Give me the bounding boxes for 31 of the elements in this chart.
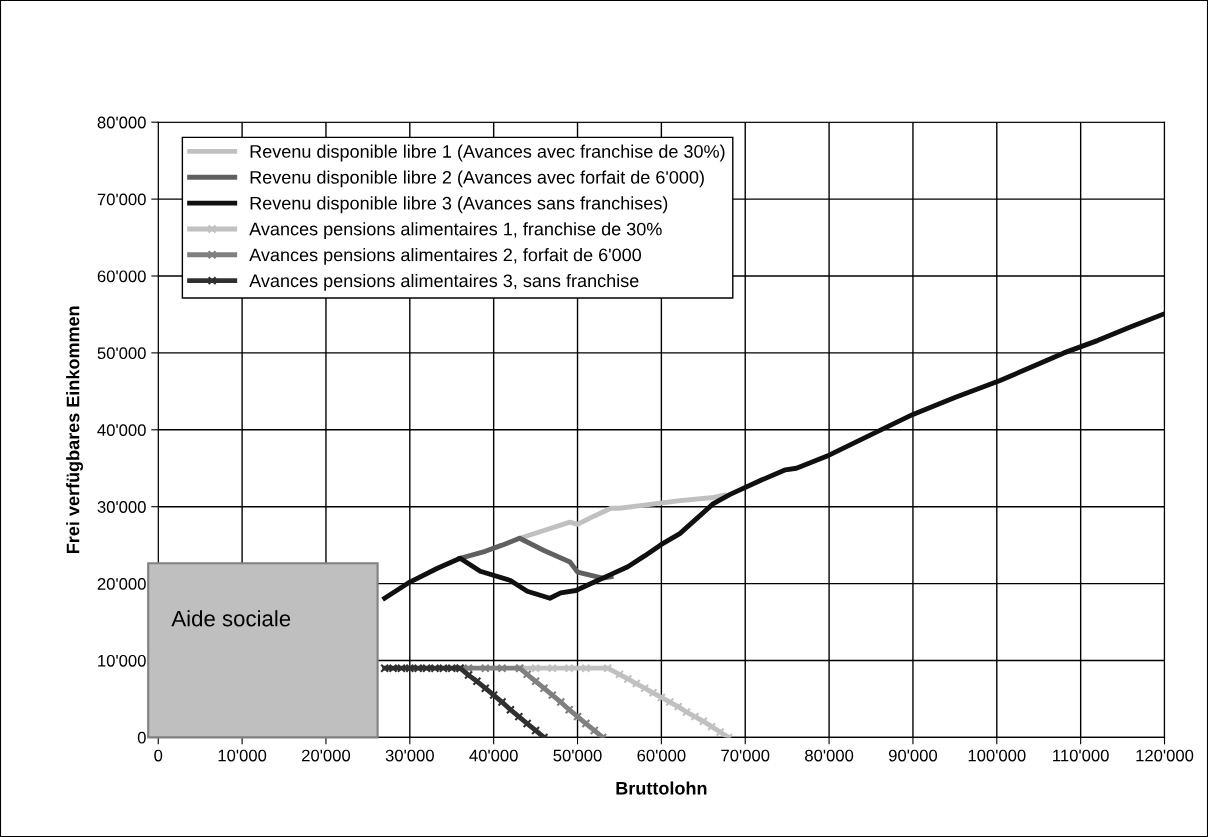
x-axis-title: Bruttolohn — [616, 781, 707, 795]
x-tick-label: 20'000 — [302, 749, 351, 762]
y-tick-label: 0 — [137, 731, 146, 744]
y-axis-title: Frei verfügbares Einkommen — [66, 306, 84, 554]
y-tick-label: 70'000 — [97, 193, 146, 206]
x-tick-label: 60'000 — [637, 749, 686, 762]
annotation: Aide sociale — [171, 610, 291, 627]
y-tick-label: 20'000 — [97, 578, 146, 590]
x-tick-label: 40'000 — [469, 749, 518, 762]
x-tick-label: 30'000 — [385, 749, 434, 762]
x-tick-label: 10'000 — [218, 749, 267, 762]
legend-label: Avances pensions alimentaires 1, franchise de 30% — [249, 222, 662, 240]
x-tick-label: 120'000 — [1136, 749, 1194, 762]
x-tick-label: 110'000 — [1053, 749, 1109, 762]
y-tick-label: 50'000 — [97, 347, 146, 360]
y-tick-label: 80'000 — [97, 116, 146, 129]
x-tick-label: 50'000 — [553, 749, 602, 762]
y-tick-label: 30'000 — [97, 501, 146, 513]
legend-label: Avances pensions alimentaires 2, forfait de 6'000 — [249, 248, 642, 265]
x-tick-label: 80'000 — [805, 749, 854, 762]
legend-label: Revenu disponible libre 3 (Avances sans franchises) — [250, 196, 668, 214]
y-tick-label: 60'000 — [97, 270, 146, 283]
legend-label: Revenu disponible libre 2 (Avances avec forfait de 6'000) — [250, 170, 704, 188]
x-tick-label: 0 — [154, 749, 163, 762]
legend-label: Revenu disponible libre 1 (Avances avec franchise de 30%) — [250, 144, 725, 162]
y-tick-label: 40'000 — [97, 424, 146, 436]
x-tick-label: 70'000 — [721, 749, 770, 762]
y-tick-label: 10'000 — [98, 654, 146, 667]
legend-label: Avances pensions alimentaires 3, sans franchise — [249, 273, 639, 291]
x-tick-label: 100'000 — [968, 749, 1026, 762]
x-tick-label: 90'000 — [888, 749, 938, 762]
